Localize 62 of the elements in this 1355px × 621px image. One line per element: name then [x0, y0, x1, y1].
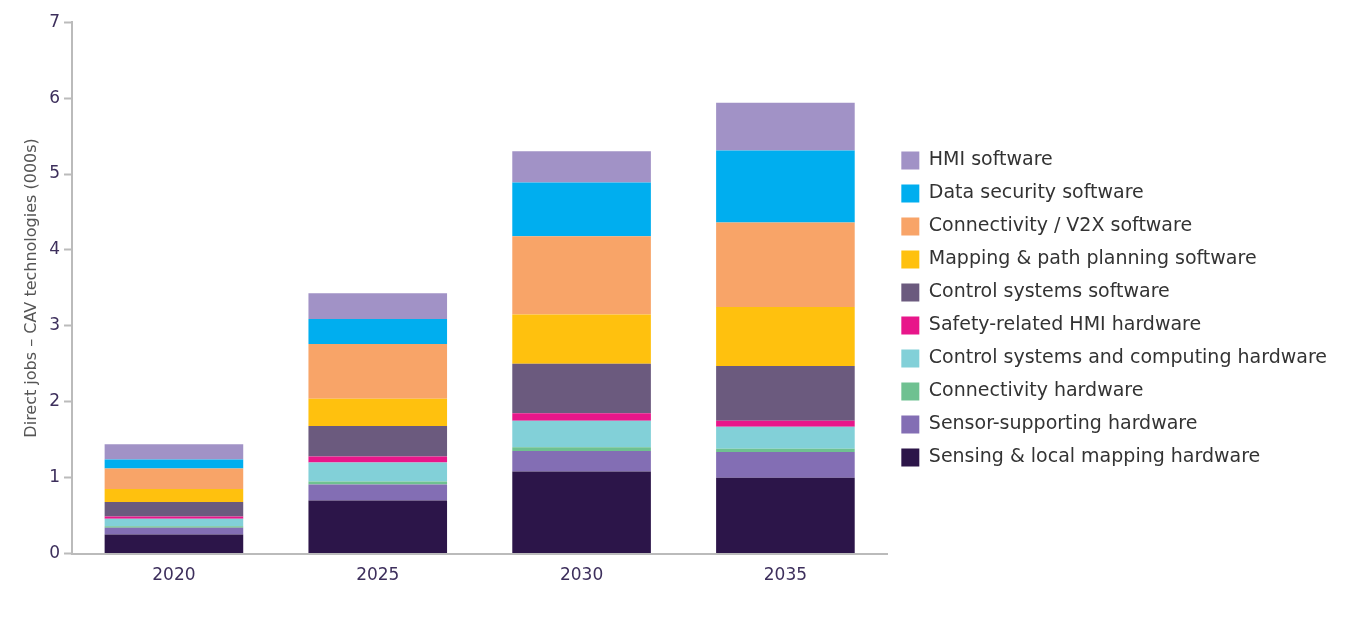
legend-label: Control systems software	[928, 279, 1170, 302]
bar	[104, 516, 244, 519]
legend-label: HMI software	[928, 147, 1053, 170]
bar	[308, 426, 448, 457]
legend-label: Control systems and computing hardware	[928, 345, 1328, 368]
bar	[104, 501, 244, 517]
bar	[512, 314, 651, 364]
x-tick-label: 2030	[559, 564, 604, 585]
y-axis-title: Direct jobs – CAV technologies (000s)	[20, 138, 40, 438]
bar	[716, 477, 855, 554]
bar	[512, 447, 651, 452]
legend-label: Sensing & local mapping hardware	[928, 444, 1261, 467]
y-tick-label: 1	[49, 466, 61, 487]
bar	[512, 471, 651, 554]
bar	[104, 527, 244, 535]
bar	[512, 236, 651, 315]
bar	[512, 151, 651, 183]
y-tick-label: 2	[49, 390, 61, 411]
bar	[308, 344, 448, 399]
bar	[104, 468, 244, 490]
bar	[716, 426, 855, 449]
bar	[104, 459, 244, 469]
bar	[308, 319, 448, 345]
bar	[512, 420, 651, 448]
bar	[512, 182, 651, 237]
bar	[308, 481, 448, 485]
legend-label: Safety-related HMI hardware	[928, 312, 1202, 335]
x-tick-label: 2025	[356, 564, 400, 585]
legend-label: Connectivity / V2X software	[928, 213, 1193, 236]
bar	[512, 413, 651, 421]
bar	[716, 306, 855, 367]
legend-label: Sensor-supporting hardware	[928, 411, 1198, 434]
y-tick-label: 0	[49, 542, 61, 563]
x-tick-label: 2035	[763, 564, 808, 585]
y-tick-label: 7	[49, 10, 61, 31]
bar	[716, 420, 855, 427]
bar	[104, 534, 244, 554]
bar	[716, 102, 855, 151]
bar	[308, 293, 448, 320]
bar	[308, 462, 448, 482]
y-tick-label: 4	[49, 238, 61, 259]
legend-label: Connectivity hardware	[928, 378, 1144, 401]
y-tick-label: 3	[49, 314, 61, 335]
bar	[716, 150, 855, 223]
y-tick-label: 6	[49, 86, 61, 107]
bar	[308, 500, 448, 554]
bar	[308, 456, 448, 463]
bar	[716, 222, 855, 307]
bar	[104, 489, 244, 502]
legend-label: Data security software	[928, 180, 1144, 203]
bar	[512, 363, 651, 414]
y-tick-label: 5	[49, 162, 61, 183]
bar	[512, 451, 651, 472]
bar	[716, 451, 855, 478]
x-tick-label: 2020	[152, 564, 196, 585]
bar	[716, 448, 855, 452]
bar	[716, 366, 855, 421]
legend-label: Mapping & path planning software	[928, 246, 1257, 269]
bar	[104, 518, 244, 527]
bar	[308, 484, 448, 501]
bar	[104, 444, 244, 460]
bar	[308, 398, 448, 427]
